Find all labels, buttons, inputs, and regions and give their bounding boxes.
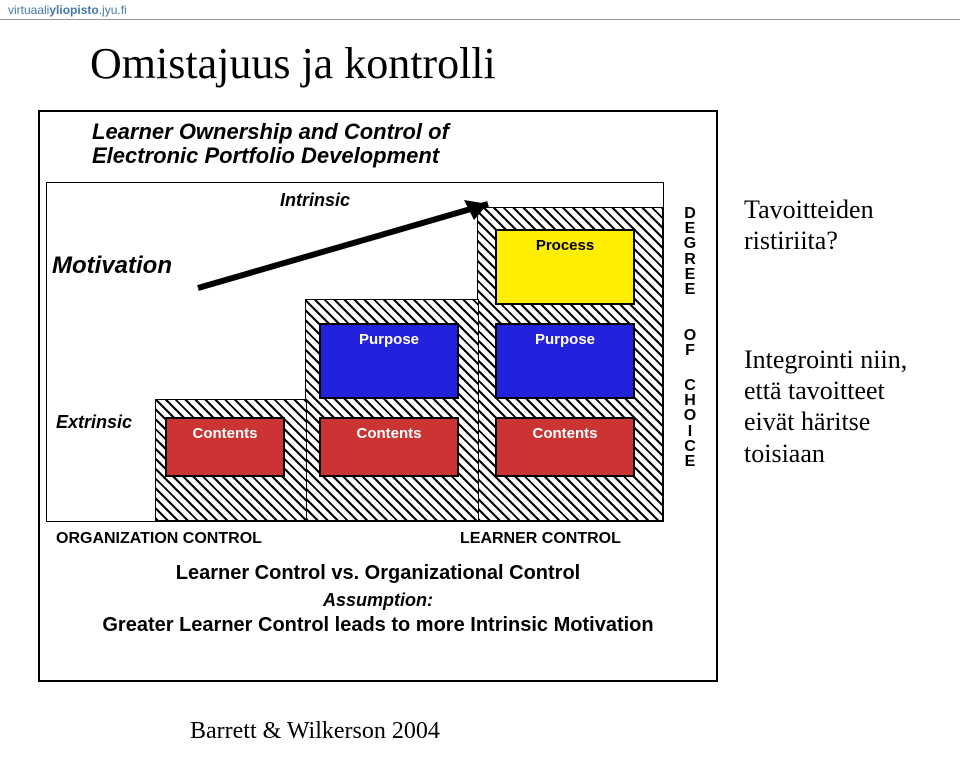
bar-col2-contents: Contents <box>319 417 459 477</box>
citation: Barrett & Wilkerson 2004 <box>190 718 440 745</box>
bar-col3-contents: Contents <box>495 417 635 477</box>
side-question: Tavoitteiden ristiriita? <box>744 194 874 256</box>
vlabel-choice: CHOICE <box>672 378 708 469</box>
site-header: virtuaaliyliopisto.jyu.fi <box>0 0 960 20</box>
side-q2: ristiriita? <box>744 226 838 255</box>
side-a3: eivät häritse <box>744 407 870 436</box>
assumption-label: Assumption: <box>40 590 716 611</box>
site-url-suffix: .jyu.fi <box>99 3 127 17</box>
bar-col3-purpose-label: Purpose <box>497 325 633 348</box>
side-answer: Integrointi niin, että tavoitteet eivät … <box>744 344 907 469</box>
side-a1: Integrointi niin, <box>744 345 907 374</box>
diagram-frame: Learner Ownership and Control of Electro… <box>38 110 718 682</box>
extrinsic-label: Extrinsic <box>56 412 132 433</box>
page-title: Omistajuus ja kontrolli <box>90 38 496 89</box>
bar-col2-purpose: Purpose <box>319 323 459 399</box>
diagram-title: Learner Ownership and Control of Electro… <box>92 120 449 168</box>
bar-col2-contents-label: Contents <box>321 419 457 442</box>
side-q1: Tavoitteiden <box>744 195 874 224</box>
vlabel-of: OF <box>672 328 708 358</box>
footer-title: Learner Control vs. Organizational Contr… <box>40 562 716 585</box>
bar-col1-contents: Contents <box>165 417 285 477</box>
motivation-arrow-icon <box>188 188 518 298</box>
diagram-title-line1: Learner Ownership and Control of <box>92 119 449 144</box>
bar-col2-purpose-label: Purpose <box>321 325 457 348</box>
diagram-title-line2: Electronic Portfolio Development <box>92 143 439 168</box>
bar-col3-contents-label: Contents <box>497 419 633 442</box>
bar-col1-contents-label: Contents <box>167 419 283 442</box>
bar-col3-purpose: Purpose <box>495 323 635 399</box>
motivation-label: Motivation <box>52 252 172 280</box>
xaxis-left: ORGANIZATION CONTROL <box>56 530 262 548</box>
xaxis-right: LEARNER CONTROL <box>460 530 621 548</box>
side-a4: toisiaan <box>744 439 825 468</box>
vlabel-degree: DEGREE <box>672 206 708 297</box>
site-url-prefix: virtuaali <box>8 3 49 17</box>
assumption-text: Greater Learner Control leads to more In… <box>40 614 716 637</box>
side-a2: että tavoitteet <box>744 376 885 405</box>
site-url-bold: yliopisto <box>49 3 98 17</box>
